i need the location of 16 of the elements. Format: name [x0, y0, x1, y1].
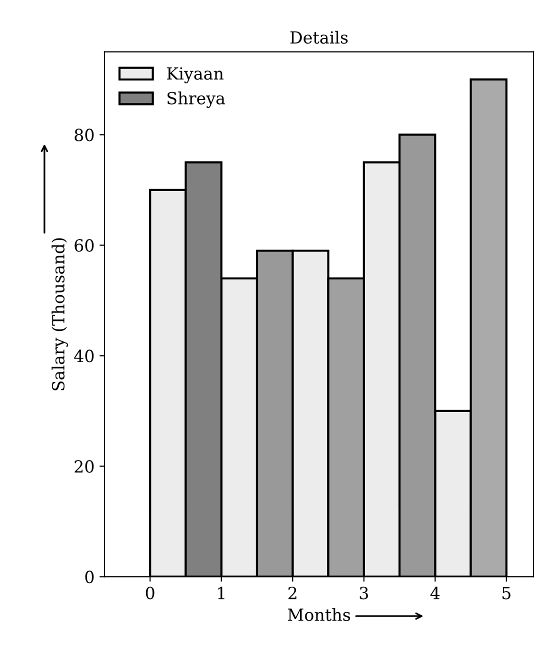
legend-label: Shreya [168, 92, 226, 108]
x-tick-label: 4 [430, 586, 440, 600]
x-tick-label: 0 [146, 586, 154, 600]
x-tick-label: 2 [288, 586, 296, 600]
y-tick-label: 0 [85, 570, 94, 584]
y-tick-label: 40 [74, 350, 94, 362]
x-tick-label: 3 [360, 586, 368, 600]
y-tick-label: 80 [74, 128, 94, 142]
y-axis-title: Salary (Thousand) [52, 238, 68, 390]
x-axis-title: Months [288, 608, 350, 622]
chart-title: Details [290, 30, 348, 44]
y-tick-label: 20 [74, 460, 94, 473]
y-tick-label: 60 [74, 239, 94, 252]
x-tick-label: 5 [502, 586, 510, 600]
legend-label: Kiyaan [167, 67, 224, 84]
x-tick-label: 1 [218, 586, 224, 600]
